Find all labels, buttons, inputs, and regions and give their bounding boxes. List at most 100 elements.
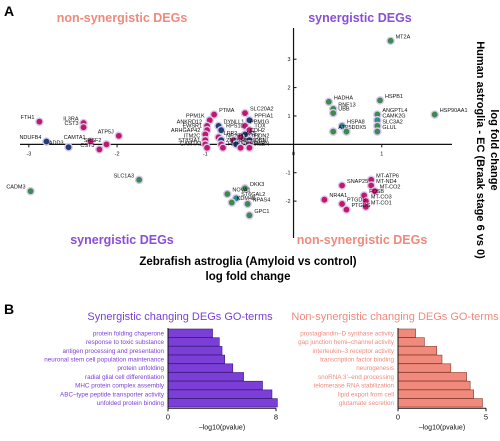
quadrant-label-synergistic-top: synergistic DEGs	[308, 11, 412, 25]
go-term-label-radial-glial-cell-differentiation: radial glial cell differentiation	[85, 374, 164, 381]
non-synergistic-go-bars: prostaglandin–D synthase activity gap jun…	[298, 328, 488, 431]
point-label-itm2c: ITM2C	[184, 134, 201, 140]
y-axis-label-line2: log fold change	[488, 109, 500, 190]
go-bar-glutamate-secretion	[397, 398, 483, 408]
go-bar-neuronal-stem-cell-population-maintenance	[167, 354, 226, 364]
go-bar-telomerase-rna-stabilization	[397, 380, 471, 390]
point-label-rnf13: RNF13	[338, 102, 355, 108]
go-term-label-telomerase-rna-stabilization: telomerase RNA stabilization	[314, 383, 395, 390]
go-bar-protein-unfolding	[167, 363, 234, 373]
point-label-ankrd12: ANKRD12	[177, 119, 202, 125]
point-cst3	[79, 123, 88, 132]
go-bar-neurogenesis	[397, 363, 452, 373]
go-term-label-interleukin-3-receptor-activity: interleukin–3 receptor activity	[312, 348, 394, 355]
go-bar-prostaglandin-d-synthase-activity	[397, 328, 416, 338]
point-add3	[64, 142, 73, 152]
synergistic-go-title: Synergistic changing DEGs GO-terms	[87, 311, 273, 323]
panel-letter-b: B	[4, 301, 14, 317]
bar-x-tick-label: 8	[274, 412, 278, 421]
point-label-fosb: FOSB	[369, 189, 384, 195]
point-label-ppm1k: PPM1K	[186, 114, 205, 120]
scatter-plot: A non-synergistic DEGs synergistic DEGs …	[4, 3, 500, 283]
point-gpc1	[245, 210, 254, 220]
point-label-st8sia1: ST8SIA1	[178, 138, 200, 144]
point-kdm4b	[227, 198, 237, 207]
point-label-pon2: PON2	[254, 134, 269, 140]
point-mt2a	[386, 36, 395, 46]
go-term-label-mhc-protein-complex-assembly: MHC protein complex assembly	[75, 383, 165, 390]
point-npas4	[243, 199, 252, 209]
point-label-ewsr1: EWSR1	[182, 124, 202, 130]
point-label-ccni: CCNI	[254, 138, 268, 144]
go-term-label-neuronal-stem-cell-population-maintenance: neuronal stem cell population maintenanc…	[44, 357, 164, 364]
point-hspa8	[337, 121, 347, 131]
point-label-mt-nd4: MT-ND4	[376, 179, 396, 185]
go-term-label-transcription-factor-binding: transcription factor binding	[320, 357, 394, 364]
point-ndufb4	[42, 137, 51, 146]
point-label-kdm4b: KDM4B	[237, 196, 256, 202]
point-atp5l	[328, 127, 338, 136]
point-label-camta1: CAMTA1	[180, 141, 202, 147]
point-label-ddx5: DDX5	[351, 125, 366, 131]
go-term-label-antigen-processing-and-presentation: antigen processing and presentation	[62, 348, 164, 355]
point-label-hspb1: HSPB1	[385, 94, 403, 100]
y-tick-label: -1	[286, 171, 291, 177]
point-label-angptl4: ANGPTL4	[382, 108, 407, 114]
go-bar-mhc-protein-complex-assembly	[167, 380, 263, 390]
quadrant-label-non-synergistic-top: non-synergistic DEGs	[57, 11, 188, 25]
point-mt-co2	[370, 186, 380, 196]
point-ubb	[328, 108, 338, 118]
point-cst3	[95, 145, 104, 154]
point-label-mt-co1: MT-CO1	[371, 200, 392, 206]
point-label-ptgds: PTGDS	[347, 197, 366, 203]
point-cadm3	[26, 186, 35, 196]
point-label-nova1: NOVA1	[232, 188, 250, 194]
synergistic-go-bars: protein folding chaperone response to tox…	[44, 328, 278, 431]
point-label-srsf2: SRSF2	[84, 138, 102, 144]
go-term-label-protein-unfolding: protein unfolding	[117, 365, 164, 372]
point-hsp90aa1	[430, 110, 440, 119]
point-label-fth1: FTH1	[21, 115, 35, 121]
point-ddx5	[342, 127, 351, 136]
non-synergistic-go-title: Non-synergistic changing DEGs GO-terms	[291, 311, 499, 323]
go-term-label-response-to-toxic-substance: response to toxic substance	[86, 339, 165, 346]
go-bar-radial-glial-cell-differentiation	[167, 372, 244, 382]
x-axis-label-line2: log fold change	[206, 271, 291, 283]
point-mt-co1	[361, 202, 371, 212]
point-camta1	[86, 137, 95, 146]
point-srsf2	[102, 140, 111, 149]
go-term-bar-charts: B Synergistic changing DEGs GO-terms Non…	[4, 301, 499, 431]
go-bar-interleukin-3-receptor-activity	[397, 346, 438, 356]
point-label-cdh2: CDH2	[250, 128, 265, 134]
go-bar-protein-folding-chaperone	[167, 328, 213, 338]
point-rps10	[216, 125, 226, 135]
bar-x-axis-label: –log10(pvalue)	[419, 424, 465, 431]
point-nova1	[223, 189, 232, 199]
go-bar-gap-junction-hemi-channel-activity	[397, 337, 425, 347]
quadrant-label-synergistic-bottom: synergistic DEGs	[70, 233, 174, 247]
point-label-ak5: AK5	[246, 131, 256, 137]
point-label-ubb: UBB	[338, 107, 350, 113]
quadrant-label-non-synergistic-bottom: non-synergistic DEGs	[297, 233, 428, 247]
x-axis-label-line1: Zebrafish astroglia (Amyloid vs control)	[139, 256, 356, 268]
point-slc1a3	[134, 175, 144, 185]
point-label-hmgn3: HMGN3	[228, 141, 248, 147]
go-term-label-gap-junction-hemi-channel-activity: gap junction hemi–channel activity	[298, 339, 395, 346]
bar-x-tick-label: 5	[484, 412, 488, 421]
point-label-parn: PARN	[254, 141, 269, 147]
y-tick-label: 1	[287, 114, 290, 120]
go-bar-response-to-toxic-substance	[167, 337, 220, 347]
go-bar-transcription-factor-binding	[397, 354, 443, 364]
point-label-atp5j: ATP5J	[98, 129, 114, 135]
point-parn	[245, 143, 254, 153]
point-nr4a1	[320, 195, 329, 204]
go-term-label-lipid-export-from-cell: lipid export from cell	[338, 391, 394, 398]
point-label-npas4: NPAS4	[253, 197, 271, 203]
point-label-ppfia1: PPFIA1	[254, 114, 273, 120]
go-bar-abc-type-peptide-transporter-activity	[167, 389, 273, 399]
point-label-slc20a2: SLC20A2	[250, 107, 274, 113]
point-slc20a2	[240, 108, 250, 118]
point-ptgds	[337, 199, 347, 209]
point-label-mt-atp6: MT-ATP6	[376, 173, 399, 179]
point-fth1	[35, 117, 44, 126]
